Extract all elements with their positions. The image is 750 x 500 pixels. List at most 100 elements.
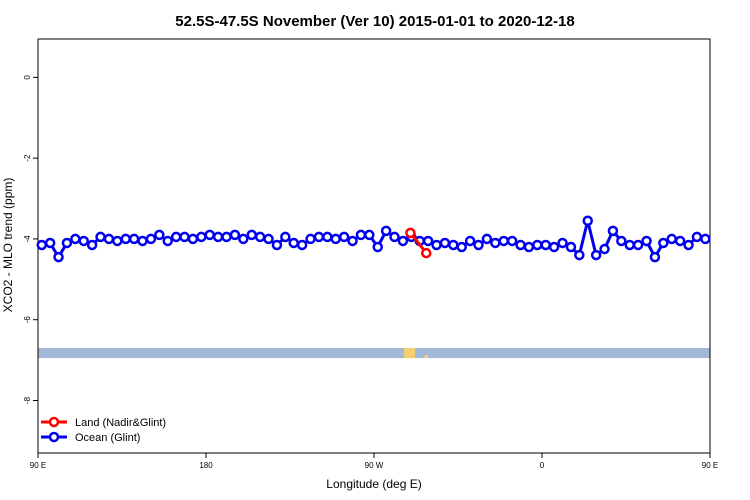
data-point	[624, 239, 635, 251]
data-point	[254, 231, 266, 243]
data-point	[582, 215, 593, 227]
data-point	[456, 241, 467, 253]
data-point	[616, 235, 627, 247]
data-point	[439, 237, 451, 249]
data-point	[330, 233, 341, 245]
data-point	[523, 241, 535, 253]
data-point	[221, 231, 232, 243]
data-point	[481, 233, 493, 245]
x-tick-label: 0	[540, 461, 545, 470]
data-point	[599, 243, 610, 255]
data-point	[137, 235, 148, 247]
data-point	[162, 235, 173, 247]
data-point	[112, 235, 123, 247]
data-point	[145, 233, 157, 245]
data-point	[448, 239, 459, 251]
x-tick-label: 90 E	[30, 461, 46, 470]
y-tick-label: -2	[23, 154, 32, 162]
y-axis: 0 -2 -4 -6 -8	[23, 75, 38, 404]
data-point	[632, 239, 644, 251]
data-point	[128, 233, 140, 245]
data-point	[557, 237, 568, 249]
data-point	[431, 239, 442, 251]
data-point	[296, 239, 308, 251]
data-point	[229, 229, 241, 241]
data-point	[421, 247, 432, 259]
data-point	[574, 249, 585, 261]
data-point	[86, 239, 98, 251]
legend-label: Ocean (Glint)	[75, 432, 140, 444]
data-point	[338, 231, 350, 243]
x-axis-label: Longitude (deg E)	[326, 477, 421, 491]
legend-swatch-marker	[48, 431, 60, 443]
data-point	[658, 237, 669, 249]
data-point	[196, 231, 207, 243]
data-point	[263, 233, 274, 245]
data-point	[322, 231, 333, 243]
data-point	[179, 231, 190, 243]
data-point	[674, 235, 686, 247]
data-point	[649, 251, 661, 263]
data-point	[364, 229, 375, 241]
legend-item: Ocean (Glint)	[41, 431, 140, 444]
y-tick-label: -4	[23, 235, 32, 243]
data-point	[464, 235, 476, 247]
x-tick-label: 90 W	[365, 461, 384, 470]
data-point	[506, 235, 518, 247]
map-strip-land	[424, 355, 429, 359]
data-point	[36, 239, 47, 251]
x-axis: 90 E 180 90 W 0 90 E	[30, 453, 718, 470]
data-point	[641, 235, 652, 247]
data-point	[70, 233, 81, 245]
data-point	[154, 229, 165, 241]
data-point	[397, 235, 409, 247]
data-point	[313, 231, 325, 243]
data-point	[490, 237, 501, 249]
data-point	[53, 251, 64, 263]
x-tick-label: 180	[199, 461, 213, 470]
data-point	[422, 235, 434, 247]
data-point	[683, 239, 694, 251]
map-strip	[38, 347, 710, 359]
y-axis-label: XCO2 - MLO trend (ppm)	[1, 178, 15, 313]
legend-item: Land (Nadir&Glint)	[41, 416, 166, 429]
data-point	[95, 231, 106, 243]
data-point	[120, 233, 131, 245]
y-tick-label: -8	[23, 396, 32, 404]
map-strip-ocean	[38, 347, 710, 359]
data-point	[61, 237, 73, 249]
y-tick-label: -6	[23, 316, 32, 324]
data-point	[288, 237, 299, 249]
legend-swatch-marker	[48, 416, 60, 428]
data-point	[305, 233, 316, 245]
data-point	[44, 237, 56, 249]
data-point	[532, 239, 543, 251]
series-ocean	[36, 215, 711, 263]
data-point	[280, 231, 291, 243]
x-tick-label: 90 E	[702, 461, 718, 470]
data-point	[548, 241, 560, 253]
data-point	[666, 233, 677, 245]
data-point	[238, 233, 249, 245]
data-point	[607, 225, 619, 237]
data-point	[170, 231, 182, 243]
data-point	[590, 249, 602, 261]
data-point	[380, 225, 392, 237]
data-point	[405, 227, 416, 239]
data-point	[498, 235, 509, 247]
data-point	[246, 229, 257, 241]
data-point	[372, 241, 383, 253]
series-land	[405, 227, 432, 259]
data-point	[515, 239, 526, 251]
data-point	[347, 235, 358, 247]
legend-label: Land (Nadir&Glint)	[75, 417, 166, 429]
y-tick-label: 0	[23, 75, 32, 80]
data-point	[78, 235, 89, 247]
series-layer	[36, 215, 711, 263]
data-point	[691, 231, 703, 243]
data-point	[473, 239, 484, 251]
legend: Land (Nadir&Glint) Ocean (Glint)	[41, 416, 166, 444]
chart-title: 52.5S-47.5S November (Ver 10) 2015-01-01…	[175, 13, 574, 30]
map-strip-land	[403, 347, 416, 359]
